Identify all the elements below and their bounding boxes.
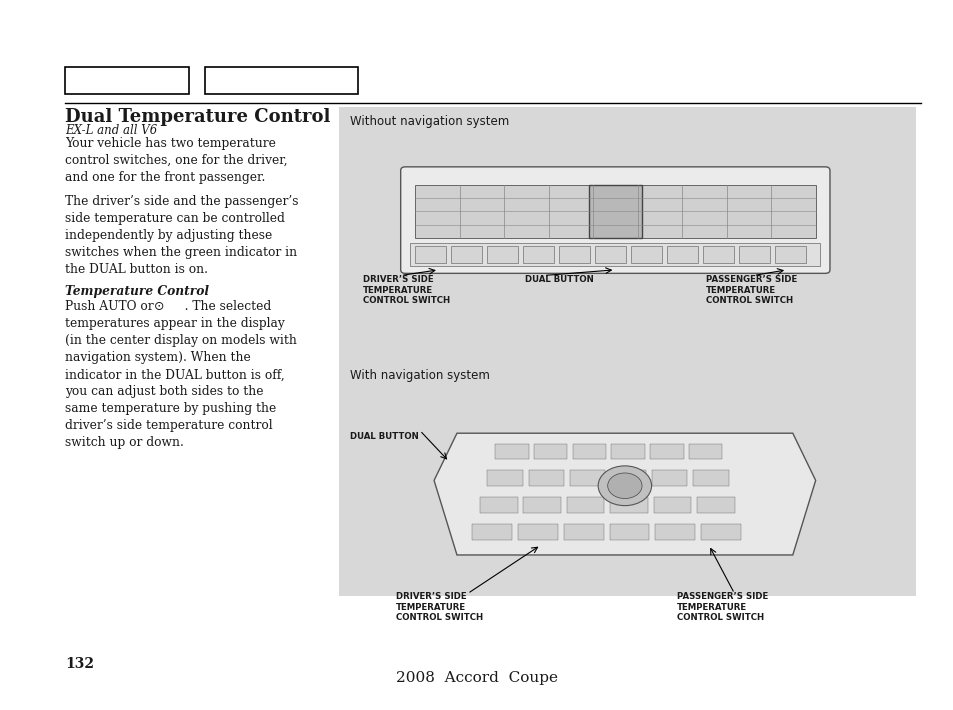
Text: 132: 132 bbox=[65, 657, 93, 671]
Bar bbox=[487, 471, 522, 486]
Bar bbox=[569, 471, 604, 486]
Polygon shape bbox=[434, 433, 815, 555]
Bar bbox=[611, 444, 644, 459]
Bar bbox=[739, 246, 769, 263]
Bar bbox=[415, 246, 445, 263]
Bar bbox=[649, 444, 683, 459]
Bar bbox=[610, 498, 647, 513]
Bar bbox=[700, 525, 740, 540]
Bar bbox=[588, 185, 641, 238]
Bar bbox=[653, 498, 691, 513]
Bar bbox=[558, 246, 589, 263]
Text: 2008  Accord  Coupe: 2008 Accord Coupe bbox=[395, 671, 558, 685]
Bar bbox=[651, 471, 687, 486]
Text: The driver’s side and the passenger’s
side temperature can be controlled
indepen: The driver’s side and the passenger’s si… bbox=[65, 195, 298, 276]
Text: Your vehicle has two temperature
control switches, one for the driver,
and one f: Your vehicle has two temperature control… bbox=[65, 137, 287, 184]
Text: PASSENGER’S SIDE
TEMPERATURE
CONTROL SWITCH: PASSENGER’S SIDE TEMPERATURE CONTROL SWI… bbox=[705, 275, 797, 305]
Bar bbox=[609, 525, 649, 540]
Bar bbox=[486, 246, 517, 263]
Bar bbox=[522, 246, 553, 263]
Text: PASSENGER’S SIDE
TEMPERATURE
CONTROL SWITCH: PASSENGER’S SIDE TEMPERATURE CONTROL SWI… bbox=[677, 592, 768, 622]
Bar bbox=[666, 246, 697, 263]
Circle shape bbox=[598, 466, 651, 506]
Bar bbox=[774, 246, 804, 263]
Bar bbox=[572, 444, 605, 459]
Bar bbox=[523, 498, 560, 513]
Text: EX-L and all V6: EX-L and all V6 bbox=[65, 124, 157, 136]
Bar bbox=[528, 471, 563, 486]
Text: Dual Temperature Control: Dual Temperature Control bbox=[65, 108, 330, 126]
Bar bbox=[410, 243, 820, 266]
Text: DUAL BUTTON: DUAL BUTTON bbox=[350, 432, 418, 442]
Bar bbox=[338, 106, 915, 596]
Text: DUAL BUTTON: DUAL BUTTON bbox=[524, 275, 593, 285]
Text: With navigation system: With navigation system bbox=[350, 368, 490, 381]
Circle shape bbox=[607, 473, 641, 498]
Bar bbox=[702, 246, 733, 263]
Bar bbox=[451, 246, 481, 263]
FancyBboxPatch shape bbox=[400, 167, 829, 273]
Bar bbox=[517, 525, 558, 540]
Bar bbox=[534, 444, 567, 459]
Bar bbox=[415, 185, 815, 238]
Bar bbox=[472, 525, 512, 540]
Bar bbox=[205, 67, 357, 94]
Bar bbox=[65, 67, 189, 94]
Text: ⊙: ⊙ bbox=[153, 300, 164, 313]
Bar bbox=[595, 246, 625, 263]
Bar bbox=[566, 498, 604, 513]
Bar bbox=[479, 498, 517, 513]
Bar bbox=[495, 444, 528, 459]
Text: Temperature Control: Temperature Control bbox=[65, 285, 209, 298]
Text: Push AUTO or        . The selected
temperatures appear in the display
(in the ce: Push AUTO or . The selected temperatures… bbox=[65, 300, 296, 449]
Bar bbox=[630, 246, 660, 263]
Text: DRIVER’S SIDE
TEMPERATURE
CONTROL SWITCH: DRIVER’S SIDE TEMPERATURE CONTROL SWITCH bbox=[362, 275, 449, 305]
Bar bbox=[655, 525, 695, 540]
Text: Without navigation system: Without navigation system bbox=[350, 115, 509, 128]
Bar bbox=[692, 471, 728, 486]
Bar bbox=[610, 471, 646, 486]
Bar bbox=[697, 498, 734, 513]
Text: DRIVER’S SIDE
TEMPERATURE
CONTROL SWITCH: DRIVER’S SIDE TEMPERATURE CONTROL SWITCH bbox=[395, 592, 482, 622]
Bar bbox=[563, 525, 603, 540]
Bar bbox=[688, 444, 721, 459]
